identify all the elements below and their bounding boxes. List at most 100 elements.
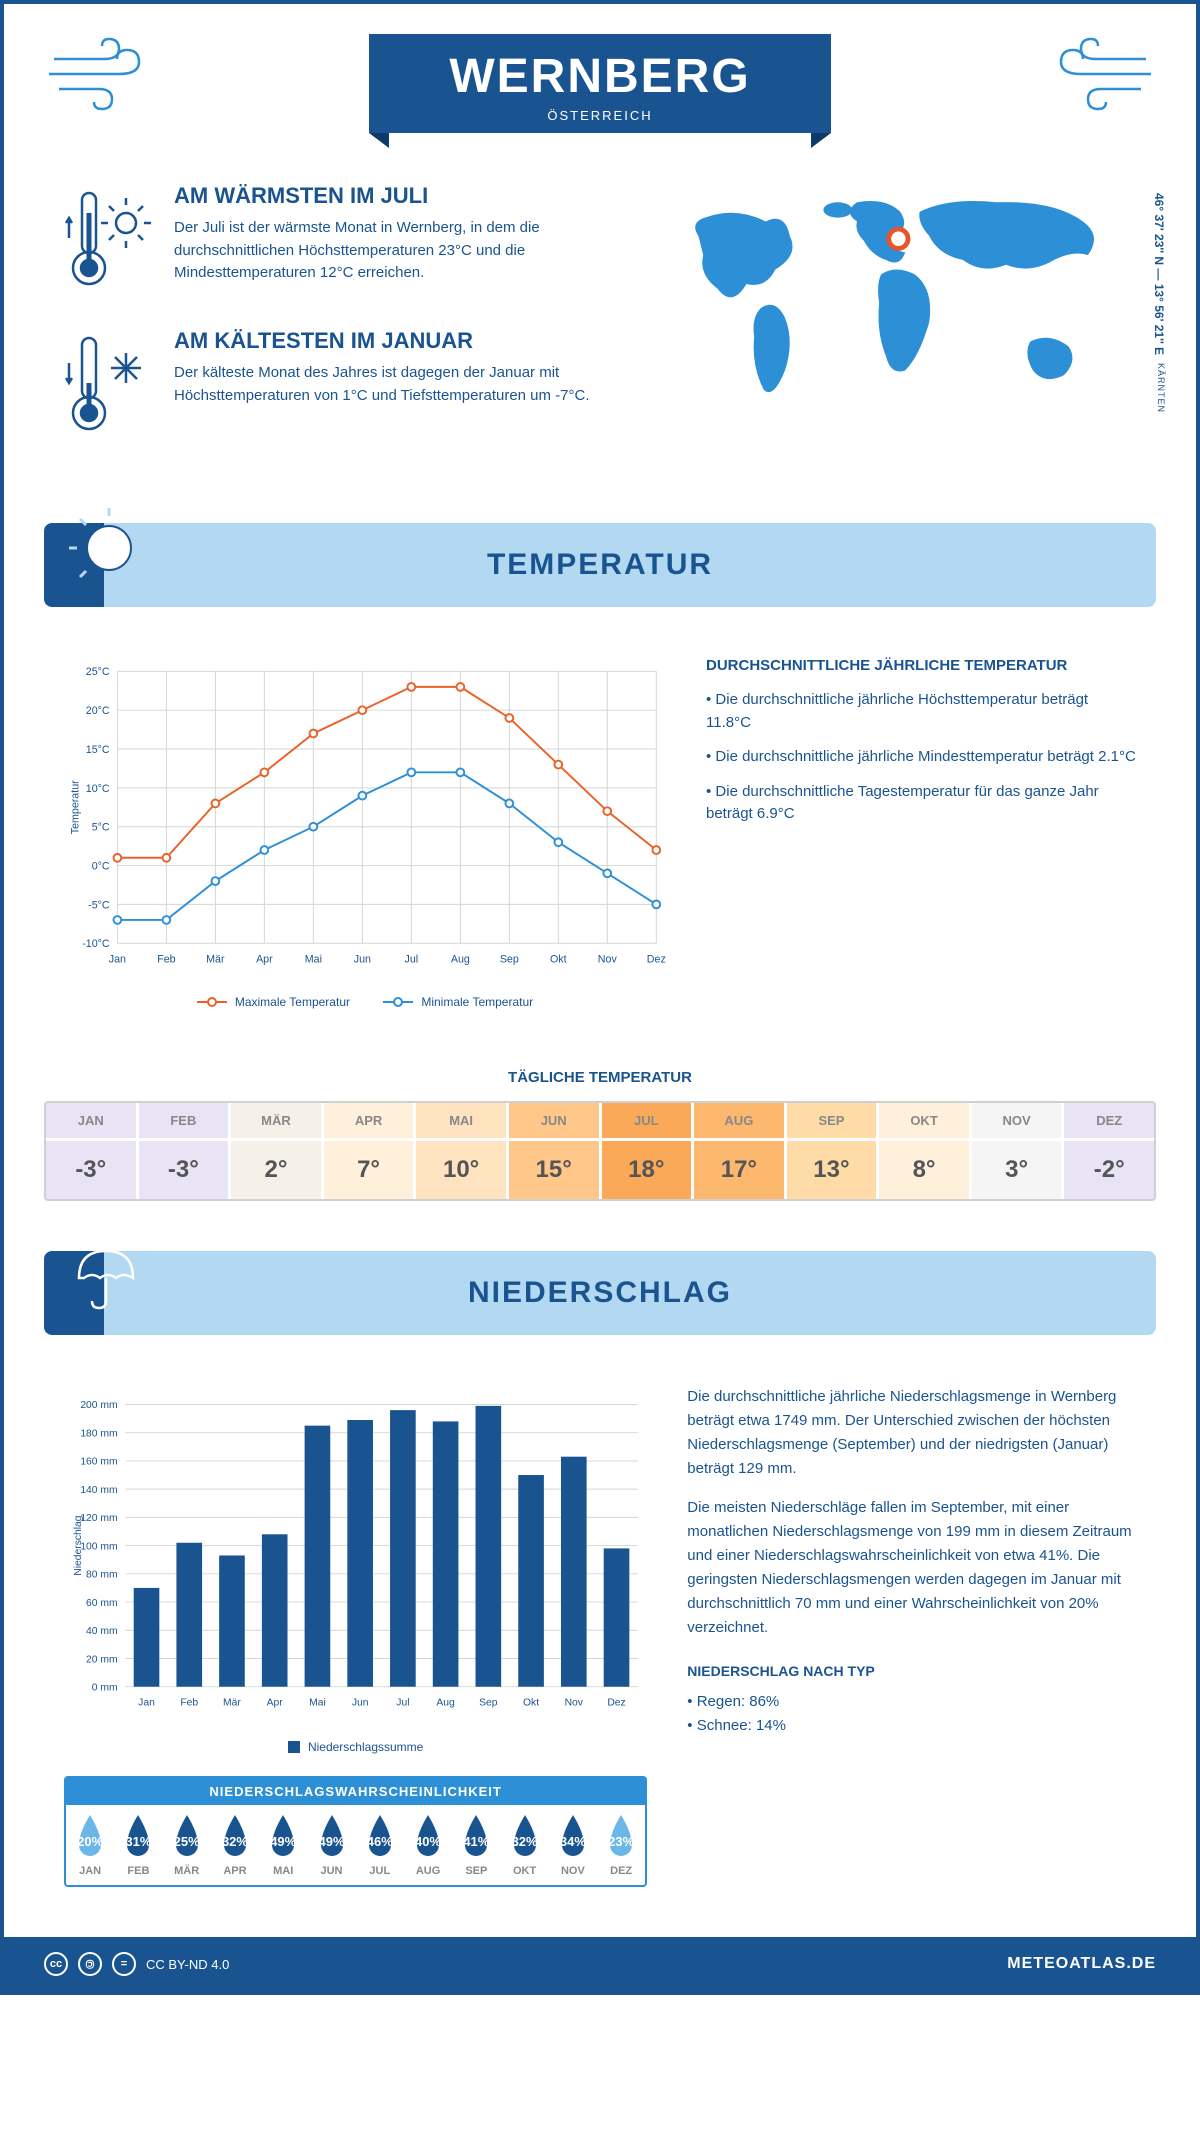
precip-text-2: Die meisten Niederschläge fallen im Sept… bbox=[687, 1496, 1136, 1640]
probability-cell: 46% JUL bbox=[356, 1805, 404, 1885]
intro-row: AM WÄRMSTEN IM JULI Der Juli ist der wär… bbox=[4, 153, 1196, 503]
svg-text:Sep: Sep bbox=[479, 1698, 498, 1709]
nd-icon: = bbox=[112, 1952, 136, 1976]
svg-text:60 mm: 60 mm bbox=[86, 1598, 118, 1609]
svg-text:-10°C: -10°C bbox=[82, 938, 110, 950]
svg-text:0 mm: 0 mm bbox=[92, 1682, 118, 1693]
svg-text:15°C: 15°C bbox=[86, 744, 110, 756]
svg-text:Dez: Dez bbox=[607, 1698, 625, 1709]
daily-temp-value: 7° bbox=[324, 1141, 414, 1199]
probability-cell: 40% AUG bbox=[404, 1805, 452, 1885]
svg-text:25°C: 25°C bbox=[86, 666, 110, 678]
license-text: CC BY-ND 4.0 bbox=[146, 1957, 229, 1972]
daily-temp-grid: JANFEBMÄRAPRMAIJUNJULAUGSEPOKTNOVDEZ-3°-… bbox=[44, 1101, 1156, 1201]
daily-temp-value: -3° bbox=[139, 1141, 229, 1199]
svg-text:-5°C: -5°C bbox=[88, 899, 110, 911]
license-section: cc 🄯 = CC BY-ND 4.0 bbox=[44, 1952, 229, 1976]
by-icon: 🄯 bbox=[78, 1952, 102, 1976]
world-map-box: 46° 37' 23'' N — 13° 56' 21'' E KÄRNTEN bbox=[645, 183, 1136, 473]
site-name: METEOATLAS.DE bbox=[1007, 1955, 1156, 1973]
svg-text:Nov: Nov bbox=[598, 954, 618, 966]
precip-text-1: Die durchschnittliche jährliche Niedersc… bbox=[687, 1385, 1136, 1481]
warmest-text: Der Juli ist der wärmste Monat in Wernbe… bbox=[174, 217, 605, 285]
daily-month-header: JUL bbox=[602, 1103, 692, 1138]
svg-text:0°C: 0°C bbox=[92, 860, 110, 872]
sun-icon bbox=[64, 508, 144, 588]
svg-text:200 mm: 200 mm bbox=[80, 1400, 117, 1411]
warmest-fact: AM WÄRMSTEN IM JULI Der Juli ist der wär… bbox=[64, 183, 605, 298]
precip-type-heading: NIEDERSCHLAG NACH TYP bbox=[687, 1660, 1136, 1682]
raindrop-icon: 31% bbox=[119, 1813, 157, 1861]
svg-text:Jan: Jan bbox=[138, 1698, 155, 1709]
world-map-icon bbox=[645, 183, 1136, 433]
city-title: WERNBERG bbox=[449, 49, 750, 104]
svg-text:Jun: Jun bbox=[352, 1698, 369, 1709]
coldest-text: Der kälteste Monat des Jahres ist dagege… bbox=[174, 362, 605, 407]
temp-info-heading: DURCHSCHNITTLICHE JÄHRLICHE TEMPERATUR bbox=[706, 657, 1136, 674]
raindrop-icon: 34% bbox=[554, 1813, 592, 1861]
svg-text:160 mm: 160 mm bbox=[80, 1457, 117, 1468]
thermometer-cold-icon bbox=[64, 328, 154, 443]
daily-month-header: DEZ bbox=[1064, 1103, 1154, 1138]
raindrop-icon: 25% bbox=[168, 1813, 206, 1861]
svg-text:140 mm: 140 mm bbox=[80, 1485, 117, 1496]
probability-cell: 49% JUN bbox=[307, 1805, 355, 1885]
temperature-title: TEMPERATUR bbox=[44, 548, 1156, 582]
daily-temp-value: 13° bbox=[787, 1141, 877, 1199]
daily-month-header: AUG bbox=[694, 1103, 784, 1138]
daily-temp-value: 8° bbox=[879, 1141, 969, 1199]
raindrop-icon: 32% bbox=[216, 1813, 254, 1861]
legend-precip: Niederschlagssumme bbox=[308, 1740, 423, 1754]
temperature-banner: TEMPERATUR bbox=[44, 523, 1156, 607]
line-chart-legend: Maximale Temperatur Minimale Temperatur bbox=[64, 992, 666, 1009]
precipitation-banner: NIEDERSCHLAG bbox=[44, 1251, 1156, 1335]
svg-text:Jul: Jul bbox=[405, 954, 419, 966]
precipitation-bar-chart: 0 mm20 mm40 mm60 mm80 mm100 mm120 mm140 … bbox=[64, 1385, 647, 1725]
svg-text:20°C: 20°C bbox=[86, 705, 110, 717]
svg-text:180 mm: 180 mm bbox=[80, 1428, 117, 1439]
svg-text:Apr: Apr bbox=[256, 954, 273, 966]
raindrop-icon: 20% bbox=[71, 1813, 109, 1861]
svg-text:Feb: Feb bbox=[180, 1698, 198, 1709]
svg-text:Nov: Nov bbox=[565, 1698, 584, 1709]
precipitation-title: NIEDERSCHLAG bbox=[44, 1276, 1156, 1310]
svg-text:Mär: Mär bbox=[223, 1698, 241, 1709]
svg-text:5°C: 5°C bbox=[92, 822, 110, 834]
footer: cc 🄯 = CC BY-ND 4.0 METEOATLAS.DE bbox=[4, 1937, 1196, 1991]
daily-month-header: SEP bbox=[787, 1103, 877, 1138]
svg-text:Sep: Sep bbox=[500, 954, 519, 966]
daily-temp-value: -2° bbox=[1064, 1141, 1154, 1199]
svg-text:Okt: Okt bbox=[523, 1698, 539, 1709]
svg-text:Niederschlag: Niederschlag bbox=[73, 1515, 84, 1576]
temp-bullet-3: • Die durchschnittliche Tagestemperatur … bbox=[706, 781, 1136, 826]
probability-cell: 41% SEP bbox=[452, 1805, 500, 1885]
daily-temp-value: 18° bbox=[602, 1141, 692, 1199]
raindrop-icon: 41% bbox=[457, 1813, 495, 1861]
precipitation-info: Die durchschnittliche jährliche Niedersc… bbox=[687, 1385, 1136, 1887]
precip-type-1: • Regen: 86% bbox=[687, 1690, 1136, 1714]
svg-text:40 mm: 40 mm bbox=[86, 1626, 118, 1637]
probability-cell: 32% OKT bbox=[500, 1805, 548, 1885]
svg-text:Aug: Aug bbox=[451, 954, 470, 966]
daily-temp-value: 17° bbox=[694, 1141, 784, 1199]
country-subtitle: ÖSTERREICH bbox=[449, 108, 750, 123]
wind-icon-right bbox=[1036, 34, 1156, 119]
daily-month-header: APR bbox=[324, 1103, 414, 1138]
svg-text:Jan: Jan bbox=[109, 954, 126, 966]
svg-text:120 mm: 120 mm bbox=[80, 1513, 117, 1524]
daily-temp-value: 2° bbox=[231, 1141, 321, 1199]
region-label: KÄRNTEN bbox=[1156, 363, 1166, 413]
raindrop-icon: 32% bbox=[506, 1813, 544, 1861]
probability-cell: 49% MAI bbox=[259, 1805, 307, 1885]
svg-text:Dez: Dez bbox=[647, 954, 666, 966]
raindrop-icon: 23% bbox=[602, 1813, 640, 1861]
temperature-info: DURCHSCHNITTLICHE JÄHRLICHE TEMPERATUR •… bbox=[706, 657, 1136, 1009]
raindrop-icon: 46% bbox=[361, 1813, 399, 1861]
svg-text:Jul: Jul bbox=[396, 1698, 409, 1709]
svg-text:20 mm: 20 mm bbox=[86, 1654, 118, 1665]
legend-min: Minimale Temperatur bbox=[421, 995, 533, 1009]
daily-temp-value: 15° bbox=[509, 1141, 599, 1199]
svg-text:Okt: Okt bbox=[550, 954, 567, 966]
daily-month-header: JUN bbox=[509, 1103, 599, 1138]
probability-cell: 34% NOV bbox=[549, 1805, 597, 1885]
